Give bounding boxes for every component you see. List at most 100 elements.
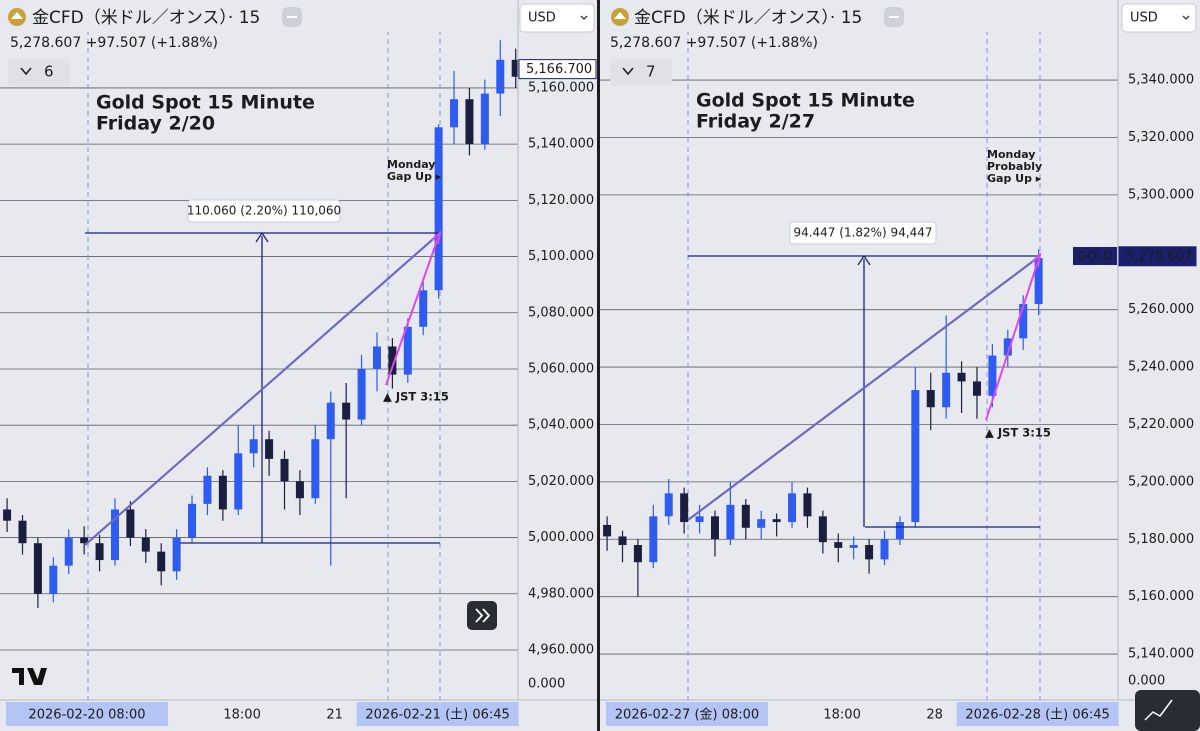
candle-body [849,545,858,548]
candle-body [33,543,42,594]
y-tick-label: 5,240.000 [1128,360,1194,375]
gap-note: Monday [987,148,1035,161]
axis-note: 0.000 [1128,674,1165,689]
last-price-label: 5,166.700 [526,62,592,77]
candle-body [80,537,89,544]
axis-note: 0.000 [528,677,565,692]
y-tick-label: 5,040.000 [528,418,594,433]
candle-body [710,516,719,540]
arrow-head [1031,252,1042,268]
tool-icon [1144,699,1173,721]
y-tick-label: 5,100.000 [528,249,594,264]
candle-body [249,439,258,454]
chart-panel: 110.060 (2.20%) 110,060 金CFD（米ドル／オンス）· 1… [0,0,597,731]
logo-mark [11,12,23,19]
candle-body [880,539,889,560]
candle-body [895,522,904,540]
y-tick-label: 5,140.000 [1128,647,1194,662]
header-bg [0,0,518,32]
arrow-head [255,231,269,243]
candle-body [511,59,520,77]
annotation-title: Gold Spot 15 Minute [696,90,915,112]
measure-box [187,199,341,223]
y-tick-label: 5,120.000 [528,193,594,208]
y-tick-label: 5,080.000 [528,305,594,320]
candle-body [926,390,935,408]
y-tick-label: 5,160.000 [1128,589,1194,604]
candle-body [218,475,227,510]
candle-body [372,346,381,369]
tool-button[interactable] [1135,690,1200,731]
candle-body [496,59,505,94]
trend-line [687,255,1041,521]
quote: 5,278.607 +97.507 (+1.88%) [10,35,218,51]
arrow-head [857,254,871,266]
y-tick-label: 5,320.000 [1128,130,1194,145]
candle-body [757,519,766,528]
candle-body [188,503,197,538]
currency: USD [528,11,556,26]
annotation-title: Gold Spot 15 Minute [96,92,315,114]
candle-body [972,381,981,396]
x-tick-label: 18:00 [823,708,860,723]
x-axis: 2026-02-27 (金) 08:00 18:00 28 2026-02-28 (土… [606,702,1119,726]
candles [3,40,520,608]
candle-body [141,537,150,552]
candle-body [18,520,27,544]
candle-body [95,543,104,561]
candle-body [434,127,443,291]
y-tick-label: 5,260.000 [1128,302,1194,317]
y-tick-label: 5,340.000 [1128,73,1194,88]
gap-note: Gap Up ▸ [387,170,442,183]
y-tick-label: 5,200.000 [1128,474,1194,489]
candle-body [265,439,274,459]
candle-body [603,524,612,537]
quote: 5,278.607 +97.507 (+1.88%) [610,35,818,51]
candle-body [3,509,12,521]
x-tick-highlight [956,702,1119,726]
tv-logo [12,668,47,685]
arrow-head [431,230,442,245]
candle-body [450,99,459,128]
gap-note: Gap Up ▸ [987,172,1042,185]
measure-label: 94.447 (1.82%) 94,447 [793,226,932,240]
drawings-toggle[interactable] [610,58,672,86]
annotation-title: Friday 2/20 [96,113,215,135]
trend-line [84,232,441,546]
candle-body [1003,338,1012,356]
candle-body [772,519,781,523]
candle-body [726,504,735,540]
candle-body [126,509,135,538]
candle-body [311,439,320,499]
y-tick-label: 5,140.000 [528,137,594,152]
y-tick-label: 4,960.000 [528,642,594,657]
x-tick-label: 28 [926,708,943,723]
drawing-count: 7 [646,63,656,81]
x-tick-label: 18:00 [223,708,260,723]
y-tick-label: 5,180.000 [1128,532,1194,547]
x-tick-highlight [6,702,169,726]
candle-body [911,390,920,523]
symbol-header: 金CFD（米ドル／オンス）· 15 [634,8,862,28]
candle-body [419,290,428,327]
drawings: 94.447 (1.82%) 94,447 [687,221,1042,528]
currency-select[interactable] [519,3,595,33]
x-axis: 2026-02-20 08:00 18:00 21 2026-02-21 (土) 06… [6,702,519,726]
logo-mark [614,12,626,19]
y-tick-label: 4,980.000 [528,586,594,601]
last-price-box [518,59,597,80]
time-note: ▲ JST 3:15 [985,426,1051,440]
candle-body [695,516,704,523]
y-tick-label: 5,000.000 [528,530,594,545]
currency: USD [1130,11,1158,26]
candle-body [788,493,797,523]
drawings-toggle[interactable] [8,58,70,86]
currency-select[interactable] [1121,3,1197,33]
x-tick-highlight [356,702,519,726]
candle-body [818,516,827,543]
candle-body [834,542,843,548]
candle-body [465,99,474,145]
candles [603,249,1043,597]
time-note: ▲ JST 3:15 [383,390,449,404]
symbol-tag-label: GOLD [1078,249,1113,263]
